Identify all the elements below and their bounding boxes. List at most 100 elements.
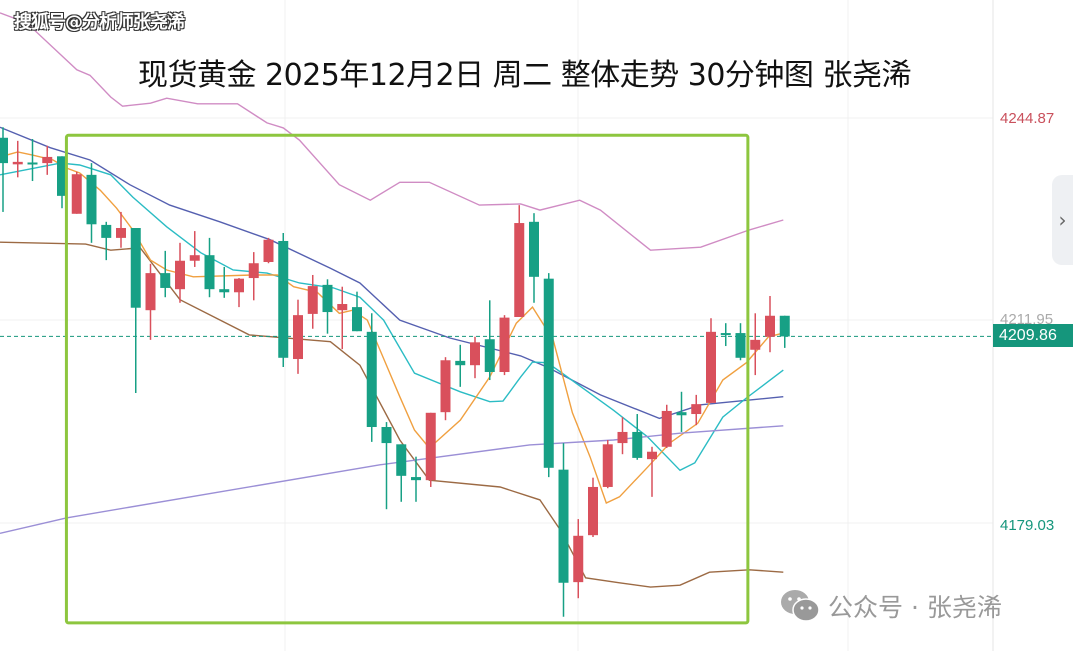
candle-up [425,412,436,487]
candle-up [440,357,451,421]
chevron-right-icon: › [1058,208,1067,232]
candle-down [160,250,171,298]
price-label-hidden: 4211.95 [1000,311,1054,328]
candle-down [632,414,643,460]
candle-down [57,156,67,209]
chart-title: 现货黄金 2025年12月2日 周二 整体走势 30分钟图 张尧浠 [138,58,911,93]
last-price-tag: 4209.86 [993,324,1073,347]
candle-body [632,431,643,458]
candle-body [248,263,259,279]
candle-body [720,333,731,336]
candle-body [779,315,790,337]
candle-down [322,279,333,334]
candle-body [735,333,746,358]
candle-up [293,299,303,374]
candle-down [86,163,97,243]
bollinger-upper-line [0,12,784,251]
candle-body [337,304,348,311]
candle-body [647,451,657,460]
candle-body [440,360,451,413]
candle-down [676,391,687,432]
candle-body [470,342,480,366]
candle-body [661,410,672,447]
candle-body [27,162,38,165]
candle-down [219,266,230,298]
candle-body [42,156,53,164]
candle-up [307,274,318,329]
candle-body [411,477,421,481]
candle-body [381,427,392,444]
candle-body [101,224,112,238]
candle-down [411,456,421,502]
candle-down [558,443,569,617]
candle-body [499,317,510,373]
candle-up [765,295,775,353]
candle-up [647,446,657,497]
candle-up [248,252,259,301]
candle-body [12,161,23,165]
candle-down [529,213,539,303]
candle-up [116,211,126,248]
candle-body [86,174,97,225]
candle-body [130,227,141,308]
candle-body [750,339,761,350]
candle-up [750,313,761,376]
annotation-box [64,133,750,625]
candle-down [366,313,377,442]
candle-up [470,336,480,379]
candle-body [588,486,598,536]
candle-up [661,404,672,449]
candle-down [396,444,407,502]
candle-down [735,323,746,361]
candle-body [263,239,274,262]
candle-up [145,263,156,340]
candle-down [720,323,731,347]
candle-body [0,137,8,164]
candle-up [499,315,510,376]
grid [0,0,994,651]
candle-body [455,360,466,366]
candle-body [278,240,289,358]
ma-cyan-line [0,162,784,472]
candle-body [543,278,554,468]
candle-down [101,221,112,261]
candle-up [588,477,598,538]
candle-up [514,205,525,317]
candle-body [558,469,569,583]
candle-body [691,404,702,415]
price-label-upper: 4244.87 [1000,110,1055,127]
bollinger-lower-line [0,241,784,588]
wechat-footer: 公众号 · 张尧浠 [780,588,1002,624]
candle-up [263,237,274,264]
candle-down [779,315,790,348]
candle-body [396,444,407,476]
scroll-right-button[interactable]: › [1052,175,1073,265]
ma-orange-line [0,151,784,504]
candle-body [676,412,687,416]
candle-up [42,145,53,175]
candle-body [366,331,377,428]
candle-up [337,286,348,350]
candle-down [204,237,215,298]
candle-down [484,300,495,381]
candle-body [293,315,303,360]
candle-body [71,174,82,214]
candle-up [573,519,584,599]
candles [0,127,790,617]
candle-body [514,223,525,317]
candle-body [57,156,67,196]
candle-down [543,273,554,478]
watermark: 搜狐号@分析师张尧浠 [14,12,185,33]
candle-down [27,138,38,182]
candle-body [573,535,584,583]
footer-text: 公众号 · 张尧浠 [828,593,1002,622]
candle-body [307,286,318,314]
candle-up [189,231,200,267]
candle-up [234,278,244,308]
candle-body [234,278,244,293]
candle-body [116,227,126,238]
candle-up [12,140,23,178]
candle-up [175,242,185,303]
candle-body [617,431,628,444]
